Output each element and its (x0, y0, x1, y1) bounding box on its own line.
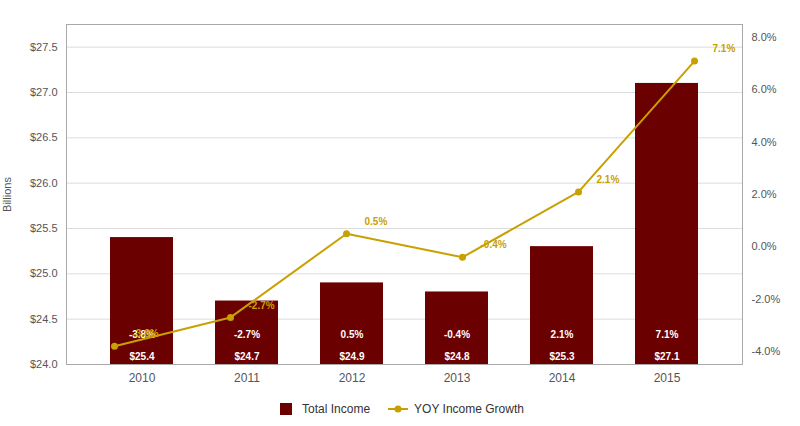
svg-text:$25.0: $25.0 (30, 267, 58, 279)
svg-text:$27.1: $27.1 (654, 351, 679, 362)
svg-text:$25.4: $25.4 (129, 351, 154, 362)
svg-text:$25.3: $25.3 (549, 351, 574, 362)
svg-text:$27.0: $27.0 (30, 86, 58, 98)
svg-text:2011: 2011 (234, 371, 260, 385)
svg-text:7.1%: 7.1% (656, 329, 679, 340)
svg-text:$27.5: $27.5 (30, 41, 58, 53)
svg-text:$24.0: $24.0 (30, 358, 58, 370)
svg-text:2.1%: 2.1% (597, 174, 620, 185)
svg-text:$26.0: $26.0 (30, 177, 58, 189)
svg-text:4.0%: 4.0% (752, 136, 777, 148)
svg-text:$25.5: $25.5 (30, 222, 58, 234)
svg-text:6.0%: 6.0% (752, 83, 777, 95)
svg-text:0.0%: 0.0% (752, 240, 777, 252)
svg-text:$26.5: $26.5 (30, 131, 58, 143)
svg-text:-0.4%: -0.4% (444, 329, 470, 340)
svg-text:2.0%: 2.0% (752, 188, 777, 200)
svg-text:-2.0%: -2.0% (752, 293, 781, 305)
svg-text:0.5%: 0.5% (341, 329, 364, 340)
svg-text:Billions: Billions (1, 177, 13, 212)
svg-text:$24.9: $24.9 (339, 351, 364, 362)
svg-text:8.0%: 8.0% (752, 31, 777, 43)
svg-text:2015: 2015 (654, 371, 681, 385)
svg-text:0.5%: 0.5% (365, 216, 388, 227)
svg-text:$24.5: $24.5 (30, 313, 58, 325)
html-text:YOY Income Growth: YOY Income Growth (414, 402, 524, 416)
svg-text:-4.0%: -4.0% (752, 345, 781, 357)
svg-text:-0.4%: -0.4% (481, 239, 507, 250)
svg-text:-2.7%: -2.7% (234, 329, 260, 340)
svg-text:2012: 2012 (339, 371, 366, 385)
svg-text:2014: 2014 (549, 371, 576, 385)
svg-text:7.1%: 7.1% (713, 43, 736, 54)
svg-text:-2.7%: -2.7% (249, 300, 275, 311)
svg-text:-3.8%: -3.8% (133, 328, 159, 339)
svg-text:2013: 2013 (444, 371, 471, 385)
html-text:Total Income: Total Income (302, 402, 371, 416)
svg-text:2.1%: 2.1% (551, 329, 574, 340)
svg-text:$24.7: $24.7 (234, 351, 259, 362)
svg-text:2010: 2010 (129, 371, 156, 385)
svg-text:$24.8: $24.8 (444, 351, 469, 362)
